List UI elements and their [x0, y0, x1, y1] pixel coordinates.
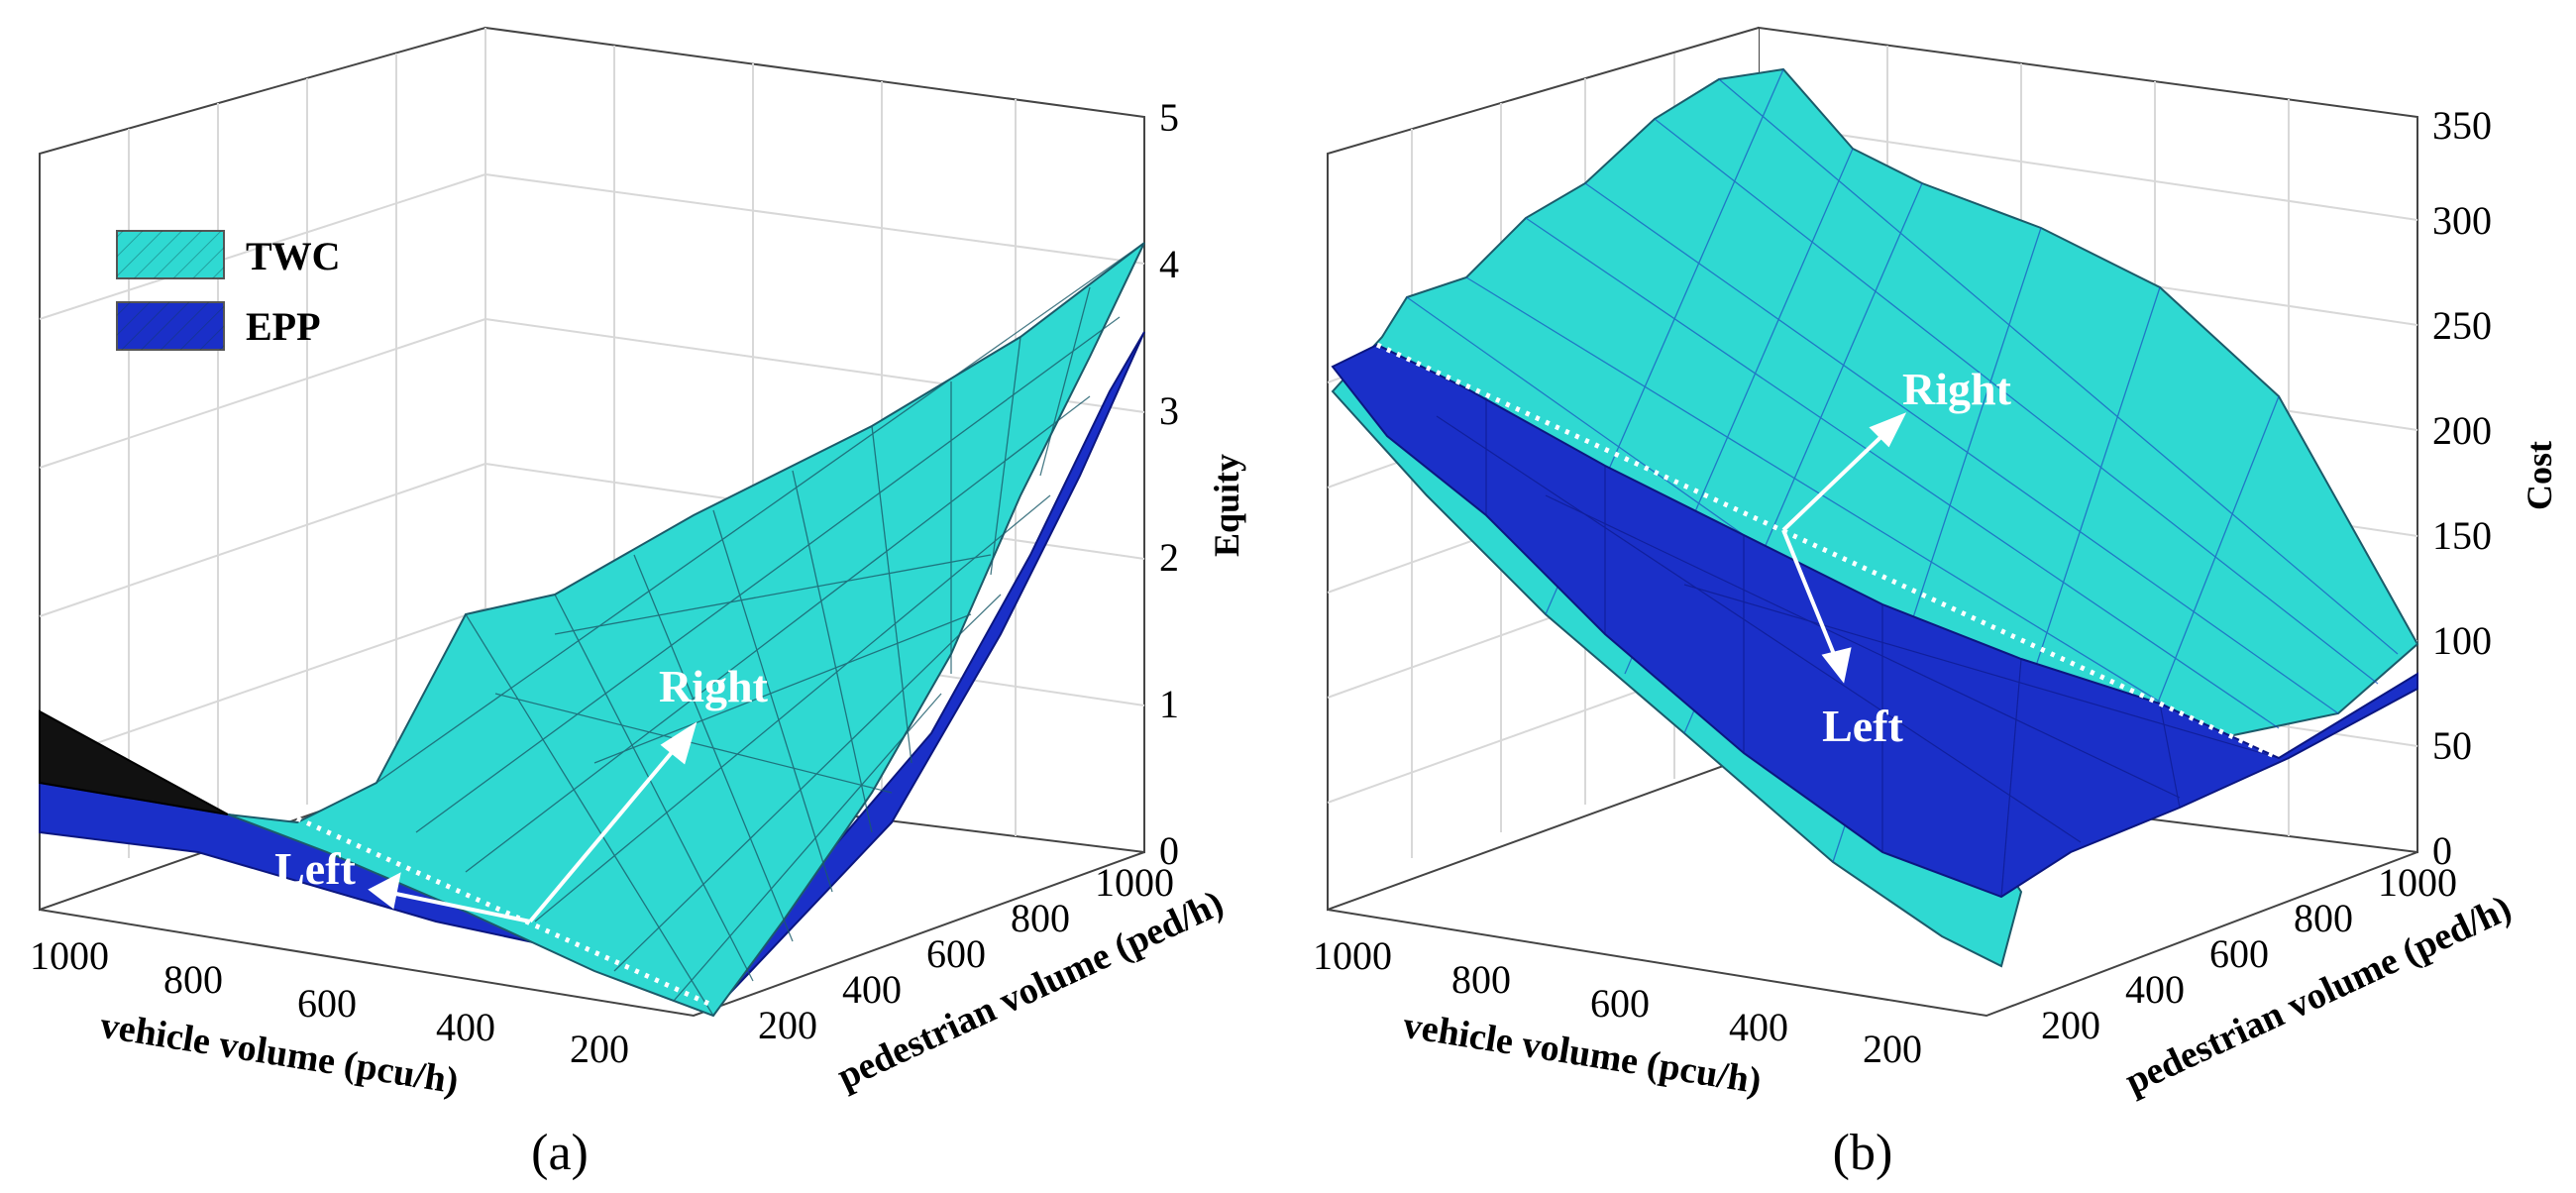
- x-tick-a-1: 800: [163, 957, 223, 1002]
- y-tick-a-4: 1000: [1095, 860, 1174, 905]
- y-tick-a-1: 400: [842, 967, 902, 1012]
- x-tick-b-0: 1000: [1313, 933, 1392, 978]
- z-tick-b-5: 250: [2432, 303, 2492, 348]
- panel-a-caption: (a): [531, 1125, 589, 1181]
- x-ticks-a: 1000 800 600 400 200: [30, 933, 629, 1071]
- z-tick-b-1: 50: [2432, 723, 2472, 768]
- legend-a: TWC EPP: [116, 230, 341, 351]
- epp-surface-b: [1331, 343, 2418, 899]
- epp-mesh-b: [1436, 396, 2280, 898]
- y-tick-b-3: 800: [2294, 896, 2353, 940]
- arrows-b: [1781, 412, 1907, 684]
- x-ticks-b: 1000 800 600 400 200: [1313, 933, 1922, 1071]
- twc-mesh-a: [376, 242, 1145, 1017]
- z-tick-a-2: 2: [1159, 535, 1179, 580]
- y-tick-b-1: 400: [2125, 967, 2185, 1012]
- x-tick-b-4: 200: [1863, 1027, 1922, 1071]
- y-tick-a-3: 800: [1011, 896, 1070, 940]
- boundary-line-b: [1375, 342, 2281, 761]
- x-label-b: vehicle volume (pcu/h): [1400, 1005, 1764, 1103]
- z-tick-b-6: 300: [2432, 198, 2492, 243]
- z-tick-b-2: 100: [2432, 618, 2492, 663]
- x-tick-a-4: 200: [570, 1027, 629, 1071]
- z-label-a: Equity: [1207, 454, 1246, 557]
- arrows-a: [368, 721, 698, 923]
- x-tick-a-2: 600: [297, 981, 357, 1026]
- z-ticks-a: 0 1 2 3 4 5: [1159, 95, 1179, 873]
- x-tick-b-1: 800: [1451, 957, 1511, 1002]
- legend-label-epp: EPP: [246, 304, 321, 349]
- y-tick-b-0: 200: [2041, 1003, 2100, 1047]
- z-tick-b-4: 200: [2432, 408, 2492, 453]
- z-tick-a-0: 0: [1159, 828, 1179, 873]
- y-ticks-a: 200 400 600 800 1000: [758, 860, 1174, 1047]
- epp-edge-a: [39, 709, 229, 815]
- z-tick-a-3: 3: [1159, 388, 1179, 433]
- z-tick-a-1: 1: [1159, 682, 1179, 726]
- z-tick-b-0: 0: [2432, 828, 2452, 873]
- x-tick-a-0: 1000: [30, 933, 109, 978]
- x-tick-b-2: 600: [1590, 981, 1650, 1026]
- z-tick-b-3: 150: [2432, 513, 2492, 558]
- panel-b-caption: (b): [1833, 1125, 1893, 1181]
- y-tick-b-4: 1000: [2378, 860, 2457, 905]
- x-tick-a-3: 400: [436, 1005, 495, 1049]
- z-tick-b-7: 350: [2432, 103, 2492, 148]
- legend-label-twc: TWC: [246, 234, 341, 278]
- annotation-left-a: Left: [274, 843, 356, 894]
- annotation-right-b: Right: [1902, 364, 2012, 414]
- z-ticks-b: 0 50 100 150 200 250 300 350: [2432, 103, 2492, 873]
- y-tick-a-2: 600: [926, 931, 986, 976]
- y-ticks-b: 200 400 600 800 1000: [2041, 860, 2457, 1047]
- annotation-right-a: Right: [659, 661, 769, 711]
- z-tick-a-5: 5: [1159, 95, 1179, 140]
- panel-a: Right Left TWC EPP 0 1 2 3 4 5 Equity 10…: [30, 26, 1246, 1181]
- x-tick-b-3: 400: [1729, 1005, 1788, 1049]
- x-label-a: vehicle volume (pcu/h): [97, 1005, 461, 1103]
- y-tick-a-0: 200: [758, 1003, 817, 1047]
- y-tick-b-2: 600: [2209, 931, 2269, 976]
- z-tick-a-4: 4: [1159, 242, 1179, 286]
- annotation-left-b: Left: [1822, 701, 1903, 751]
- panel-b: Right Left 0 50 100 150 200 250 300 350 …: [1313, 26, 2559, 1181]
- z-label-b: Cost: [2520, 441, 2559, 510]
